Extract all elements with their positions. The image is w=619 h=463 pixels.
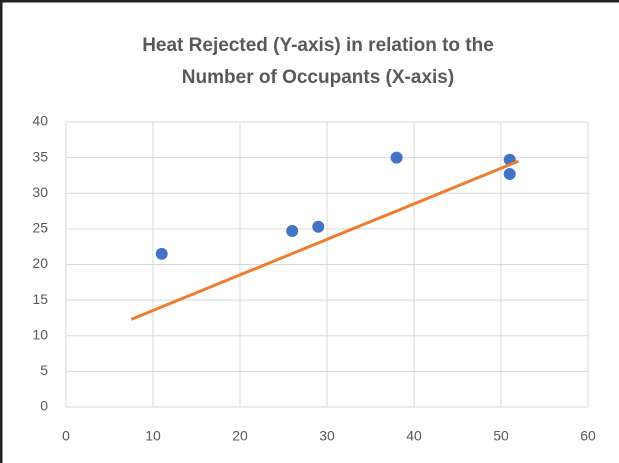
y-tick-label: 15 — [32, 291, 48, 307]
trendline — [130, 159, 519, 321]
point — [155, 247, 168, 260]
x-tick-label: 40 — [406, 428, 422, 444]
x-tick-label: 0 — [62, 428, 70, 444]
point — [503, 168, 516, 181]
x-tick-label: 20 — [232, 428, 248, 444]
x-tick-label: 10 — [145, 428, 161, 444]
chart-title: Number of Occupants (X-axis) — [182, 67, 454, 88]
y-tick-label: 20 — [32, 255, 48, 271]
y-tick-label: 40 — [32, 113, 48, 129]
x-tick-label: 30 — [319, 428, 335, 444]
point — [390, 151, 403, 164]
y-tick-label: 0 — [40, 398, 48, 414]
y-tick-label: 25 — [32, 220, 48, 236]
y-tick-label: 35 — [32, 148, 48, 164]
point — [312, 220, 325, 233]
y-tick-label: 5 — [40, 362, 48, 378]
y-tick-label: 30 — [32, 184, 48, 200]
point — [286, 225, 299, 238]
y-tick-label: 10 — [32, 326, 48, 342]
x-tick-label: 60 — [580, 428, 596, 444]
chart-title: Heat Rejected (Y-axis) in relation to th… — [142, 35, 494, 56]
x-tick-label: 50 — [493, 428, 509, 444]
